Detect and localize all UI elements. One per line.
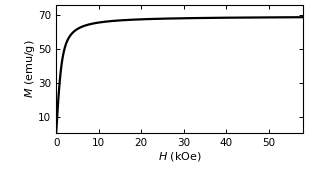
X-axis label: $H$ (kOe): $H$ (kOe) bbox=[158, 150, 201, 163]
Y-axis label: $M$ (emu/g): $M$ (emu/g) bbox=[23, 40, 37, 98]
